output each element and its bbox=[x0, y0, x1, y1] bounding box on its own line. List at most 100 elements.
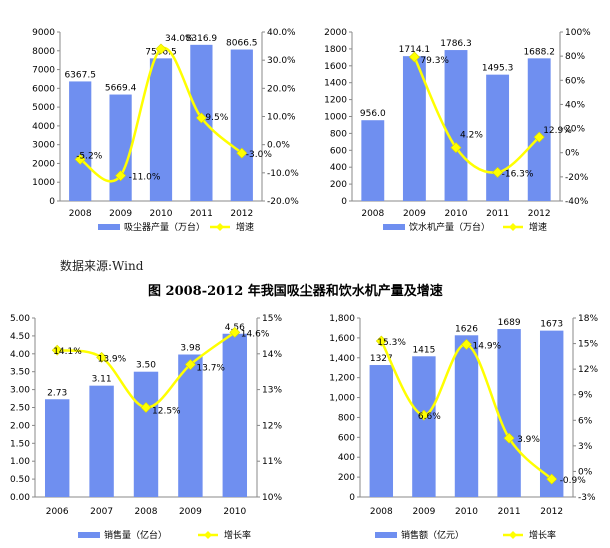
bar bbox=[44, 399, 70, 497]
bar-data-label: 1714.1 bbox=[399, 45, 431, 55]
growth-point bbox=[229, 326, 241, 338]
bar bbox=[412, 356, 436, 497]
x-tick-label: 2012 bbox=[528, 209, 551, 219]
y-tick-label: 600 bbox=[338, 433, 355, 443]
y2-tick-label: 20.0% bbox=[267, 84, 296, 94]
x-tick-label: 2008 bbox=[370, 507, 393, 517]
bar-data-label: 1673 bbox=[540, 320, 563, 330]
y-tick-label: 2000 bbox=[32, 159, 55, 169]
growth-point bbox=[140, 402, 152, 413]
y-tick-label: 1,200 bbox=[329, 374, 355, 384]
bar bbox=[149, 58, 173, 201]
y2-tick-label: 100% bbox=[565, 28, 591, 38]
y2-tick-label: -20% bbox=[565, 173, 589, 183]
bar-data-label: 956.0 bbox=[360, 109, 386, 119]
growth-data-label: 12.9% bbox=[543, 126, 572, 136]
y2-tick-label: 10% bbox=[262, 493, 282, 503]
x-tick-label: 2008 bbox=[69, 209, 92, 219]
growth-data-label: -0.9% bbox=[560, 476, 587, 486]
growth-point bbox=[96, 351, 108, 363]
x-tick-label: 2009 bbox=[403, 209, 426, 219]
bar bbox=[178, 354, 203, 497]
legend-line-marker bbox=[204, 531, 212, 539]
y-tick-label: 400 bbox=[338, 453, 355, 463]
y2-tick-label: 0% bbox=[565, 149, 580, 159]
growth-point bbox=[115, 170, 127, 182]
growth-data-label: 9.5% bbox=[205, 113, 228, 123]
growth-data-label: 15.3% bbox=[377, 338, 406, 348]
bar-data-label: 8066.5 bbox=[226, 39, 258, 49]
y2-tick-label: 11% bbox=[262, 457, 282, 467]
y-tick-label: 400 bbox=[330, 163, 347, 173]
bar-data-label: 3.11 bbox=[92, 375, 112, 385]
y2-tick-label: 0% bbox=[578, 467, 593, 477]
growth-data-label: 14.6% bbox=[241, 329, 270, 339]
bar-data-label: 1327 bbox=[370, 354, 393, 364]
bar bbox=[486, 74, 510, 201]
bar bbox=[230, 49, 253, 202]
y2-tick-label: -3% bbox=[578, 493, 596, 503]
legend-bar-label: 销售量（亿台） bbox=[104, 529, 167, 541]
x-tick-label: 2010 bbox=[150, 209, 173, 219]
legend-bar-label: 销售额（亿元） bbox=[401, 529, 464, 541]
growth-point bbox=[492, 166, 504, 178]
growth-point bbox=[195, 112, 207, 124]
legend-bar-swatch bbox=[383, 224, 405, 230]
legend-line-marker bbox=[509, 223, 517, 231]
legend-line-marker bbox=[216, 223, 224, 231]
x-tick-label: 2010 bbox=[445, 209, 468, 219]
y-tick-label: 1,800 bbox=[329, 314, 355, 324]
growth-data-label: 14.1% bbox=[53, 347, 82, 357]
bar bbox=[402, 56, 426, 201]
x-tick-label: 2011 bbox=[486, 209, 509, 219]
x-tick-label: 2012 bbox=[540, 507, 563, 517]
legend-line-label: 增速 bbox=[236, 221, 254, 233]
y2-tick-label: 18% bbox=[578, 314, 598, 324]
y2-tick-label: 15% bbox=[262, 314, 282, 324]
y-tick-label: 600 bbox=[330, 146, 347, 156]
y-tick-label: 8000 bbox=[32, 47, 55, 57]
y2-tick-label: 9% bbox=[578, 391, 593, 401]
growth-point bbox=[51, 344, 63, 356]
bar bbox=[361, 120, 385, 201]
bar-data-label: 1688.2 bbox=[523, 47, 555, 57]
growth-data-label: 12.5% bbox=[152, 407, 181, 417]
y-tick-label: 1.00 bbox=[10, 457, 30, 467]
y2-tick-label: 0.0% bbox=[267, 141, 290, 151]
x-tick-label: 2008 bbox=[135, 507, 158, 517]
y-tick-label: 0 bbox=[349, 493, 355, 503]
growth-data-label: 6.6% bbox=[418, 412, 441, 422]
chart-sales-volume: 0.00 0.50 1.00 1.50 2.00 2.50 3.00 3.50 4.00 4.50… bbox=[10, 314, 282, 541]
bar-data-label: 1495.3 bbox=[482, 64, 513, 74]
growth-point bbox=[546, 473, 558, 485]
bar bbox=[89, 385, 114, 497]
growth-point bbox=[236, 147, 248, 159]
bar bbox=[454, 335, 479, 497]
growth-point bbox=[450, 142, 462, 154]
bar-data-label: 1626 bbox=[455, 324, 478, 334]
x-tick-label: 2011 bbox=[498, 507, 521, 517]
bar bbox=[527, 58, 551, 201]
y-tick-label: 5000 bbox=[32, 103, 55, 113]
growth-point bbox=[418, 409, 430, 421]
growth-point bbox=[184, 359, 196, 370]
bar bbox=[539, 330, 564, 497]
bar bbox=[133, 371, 159, 497]
legend-line-label: 增长率 bbox=[224, 529, 251, 541]
y-tick-label: 1400 bbox=[324, 79, 347, 89]
growth-data-label: -11.0% bbox=[129, 173, 161, 183]
y-tick-label: 800 bbox=[338, 413, 355, 423]
x-tick-label: 2011 bbox=[190, 209, 213, 219]
y2-tick-label: 80% bbox=[565, 52, 585, 62]
x-tick-label: 2006 bbox=[46, 507, 69, 517]
y2-tick-label: 15% bbox=[578, 340, 598, 350]
growth-data-label: 4.2% bbox=[460, 131, 483, 141]
growth-point bbox=[375, 335, 387, 347]
growth-data-label: 13.7% bbox=[196, 364, 225, 374]
growth-point bbox=[155, 43, 167, 55]
y-tick-label: 0 bbox=[341, 197, 347, 207]
bar-data-label: 5669.4 bbox=[105, 84, 137, 94]
legend-line-marker bbox=[509, 531, 517, 539]
x-tick-label: 2008 bbox=[361, 209, 384, 219]
y-tick-label: 1.50 bbox=[10, 439, 30, 449]
